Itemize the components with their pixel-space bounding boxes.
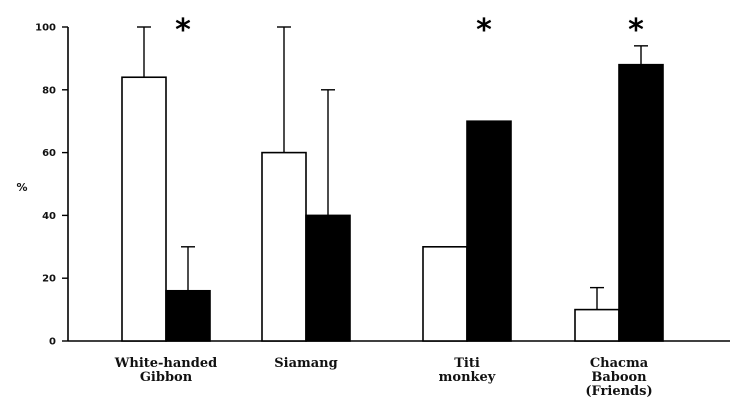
y-tick-label: 20 [42,274,56,285]
x-category-label: Chacma [590,356,649,371]
bar [261,151,307,342]
bar [305,214,351,342]
y-tick-label: 60 [42,148,56,159]
bar [422,246,468,342]
x-category-label: Titi [454,356,480,371]
y-tick-label: 100 [35,23,56,34]
x-category-label: White-handed [114,356,217,371]
significance-asterisk: * [175,13,191,48]
x-category-label: Baboon [591,370,647,385]
bar [121,76,167,342]
bar [165,289,211,342]
x-category-label: monkey [439,370,496,385]
x-category-label: Siamang [274,356,337,371]
significance-asterisk: * [476,13,492,48]
y-tick-label: 80 [42,85,56,96]
bar [618,63,664,342]
x-category-label: (Friends) [585,384,652,399]
bar [574,308,620,342]
y-axis-label: % [16,181,27,194]
bar [466,120,512,342]
y-tick-label: 40 [42,211,56,222]
significance-asterisk: * [628,13,644,48]
x-category-label: Gibbon [140,370,193,385]
y-tick-label: 0 [49,337,56,348]
